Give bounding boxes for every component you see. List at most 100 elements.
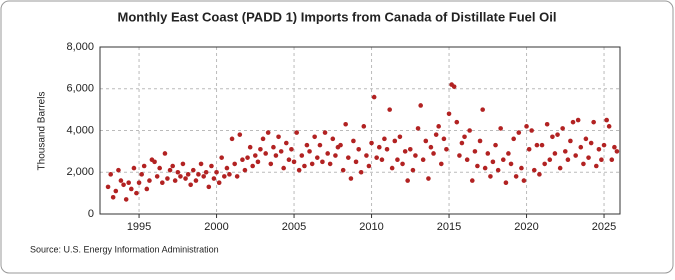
data-point <box>265 130 271 135</box>
data-point <box>469 178 475 183</box>
data-point <box>185 172 191 177</box>
data-point <box>503 180 509 185</box>
data-point <box>242 167 248 173</box>
data-point <box>284 140 289 146</box>
data-point <box>296 167 302 173</box>
data-point <box>599 157 604 163</box>
data-point <box>147 178 152 183</box>
data-point <box>227 172 232 177</box>
data-point <box>250 163 255 169</box>
data-point <box>544 121 550 127</box>
data-point <box>141 163 147 169</box>
data-point <box>526 146 532 152</box>
data-point <box>105 184 111 190</box>
data-point <box>475 163 480 169</box>
data-point <box>116 167 121 173</box>
data-point <box>500 157 506 163</box>
data-point <box>513 174 519 179</box>
data-point <box>444 146 449 152</box>
x-tick-label: 2005 <box>282 221 306 233</box>
data-point <box>542 161 547 167</box>
data-point <box>361 124 367 129</box>
data-point <box>379 157 385 163</box>
data-point <box>237 132 243 137</box>
data-point <box>402 149 408 154</box>
y-axis-label: Thousand Barrels <box>37 92 48 171</box>
data-point <box>338 142 343 148</box>
data-point <box>557 165 563 171</box>
data-point <box>413 153 418 158</box>
data-point <box>568 138 573 144</box>
data-point <box>405 178 410 183</box>
data-point <box>392 138 398 144</box>
data-point <box>524 124 529 129</box>
data-point <box>247 144 253 150</box>
data-point <box>586 155 591 160</box>
data-point <box>196 172 201 177</box>
data-point <box>573 153 578 158</box>
data-point <box>400 161 405 167</box>
data-point <box>291 159 297 165</box>
data-point <box>498 126 503 131</box>
data-point <box>224 165 230 171</box>
data-point <box>451 84 457 89</box>
x-tick-label: 2020 <box>514 221 538 233</box>
data-point <box>384 146 390 152</box>
data-point <box>423 138 429 144</box>
data-point <box>459 140 465 146</box>
data-point <box>581 161 586 167</box>
data-point <box>255 159 261 165</box>
data-point <box>462 134 467 140</box>
data-point <box>511 136 516 142</box>
data-point <box>369 140 374 146</box>
data-point <box>245 155 250 160</box>
data-point <box>234 174 240 179</box>
data-point <box>562 149 568 154</box>
data-point <box>299 153 305 158</box>
data-point <box>253 153 258 158</box>
data-point <box>110 195 116 200</box>
data-point <box>229 136 235 142</box>
data-point <box>333 153 338 158</box>
data-point <box>263 151 268 156</box>
data-point <box>268 161 274 167</box>
data-point <box>612 144 617 150</box>
data-point <box>167 167 173 173</box>
data-point <box>467 128 472 133</box>
data-point <box>488 174 493 179</box>
data-point <box>560 126 565 131</box>
data-point <box>358 169 364 175</box>
data-point <box>583 136 589 142</box>
data-point <box>126 180 131 185</box>
y-tick-label: 4,000 <box>66 124 94 136</box>
data-point <box>260 136 266 142</box>
data-point <box>108 172 113 177</box>
data-point <box>596 146 602 152</box>
data-point <box>495 167 501 173</box>
data-point <box>508 161 514 167</box>
data-point <box>609 157 615 163</box>
data-point <box>152 159 157 165</box>
data-point <box>314 155 320 160</box>
data-point <box>118 178 124 183</box>
x-tick-label: 2000 <box>204 221 228 233</box>
data-point <box>371 94 377 100</box>
data-point <box>575 117 581 123</box>
data-point <box>258 146 263 152</box>
data-point <box>578 144 584 150</box>
data-point <box>188 182 193 188</box>
data-point <box>134 190 139 196</box>
data-point <box>222 174 227 179</box>
data-point <box>397 134 403 140</box>
data-point <box>281 165 286 171</box>
data-point <box>382 136 387 142</box>
data-point <box>438 161 444 167</box>
y-tick-label: 0 <box>88 208 94 220</box>
data-point <box>531 167 537 173</box>
data-point <box>395 157 400 163</box>
data-point <box>407 146 413 152</box>
plot-area <box>99 46 621 215</box>
data-point <box>136 180 142 185</box>
data-point <box>302 163 307 169</box>
data-point <box>570 119 576 125</box>
